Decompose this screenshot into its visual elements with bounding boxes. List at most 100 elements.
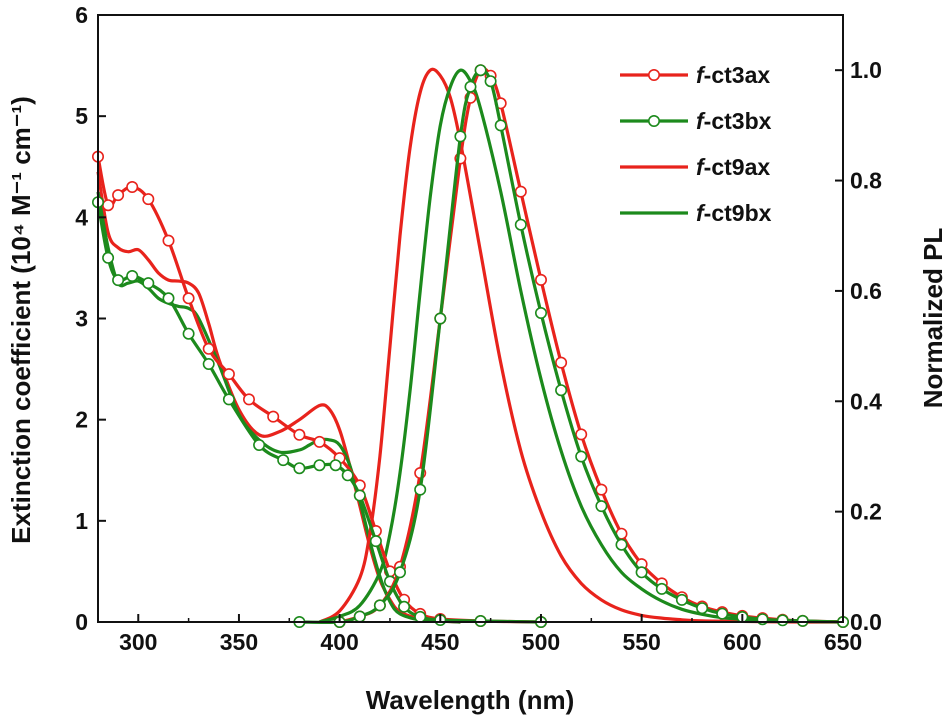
series-f-ct3ax-absorption-marker	[313, 435, 326, 448]
legend-marker	[647, 115, 660, 128]
series-f-ct3ax-pl-marker	[595, 483, 608, 496]
left-y-tick-label: 4	[75, 204, 88, 230]
left-y-tick-label: 5	[75, 103, 88, 129]
legend-label-prefix: f	[696, 108, 706, 134]
series-f-ct3bx-absorption-marker	[202, 357, 215, 370]
legend-label-name: -ct9bx	[704, 200, 772, 226]
right-y-tick-label: 1.0	[850, 57, 882, 83]
right-y-tick-label: 0.0	[850, 609, 882, 635]
left-y-axis-title: Extinction coefficient (10⁴ M⁻¹ cm⁻¹)	[6, 96, 36, 544]
x-tick-label: 650	[824, 629, 862, 655]
series-f-ct3bx-pl-marker	[484, 75, 497, 88]
series-f-ct3bx-pl-marker	[635, 566, 648, 579]
x-tick-label: 400	[320, 629, 358, 655]
legend-label: f-ct9bx	[696, 200, 772, 226]
series-f-ct3bx-absorption-marker	[414, 610, 427, 623]
series-f-ct3ax-absorption-marker	[202, 342, 215, 355]
plot-frame	[97, 14, 844, 623]
series-f-ct3ax-pl-marker	[575, 428, 588, 441]
legend-label-name: -ct3bx	[704, 108, 772, 134]
series-f-ct3ax-pl-marker	[514, 185, 527, 198]
series-f-ct3bx-absorption-marker	[293, 462, 306, 475]
series-f-ct3bx-absorption-marker	[341, 469, 354, 482]
series-f-ct3bx-pl-marker	[393, 566, 406, 579]
x-axis-title: Wavelength (nm)	[366, 685, 574, 715]
series-f-ct3ax-absorption-marker	[112, 189, 125, 202]
series-f-ct3bx-pl-marker	[696, 602, 709, 615]
left-y-tick-label: 0	[75, 609, 88, 635]
x-tick-label: 600	[723, 629, 761, 655]
legend-label-prefix: f	[696, 62, 706, 88]
series-f-ct3bx-absorption-marker	[142, 277, 155, 290]
legend-label-name: -ct9ax	[704, 154, 771, 180]
series-f-ct3bx-pl-marker	[776, 614, 789, 627]
right-y-tick-label: 0.4	[850, 388, 882, 414]
series-f-ct3bx-absorption-marker	[182, 327, 195, 340]
series-f-ct3bx-pl-marker	[353, 610, 366, 623]
series-f-ct3ax-absorption-marker	[267, 410, 280, 423]
series-f-ct3bx-absorption-line	[96, 201, 542, 624]
series-f-ct3bx-absorption-marker	[102, 251, 115, 264]
right-y-tick-label: 0.6	[850, 278, 882, 304]
series-f-ct3bx-pl-marker	[595, 500, 608, 513]
x-tick-label: 550	[622, 629, 660, 655]
series-f-ct3ax-absorption-marker	[102, 199, 115, 212]
x-tick-label: 300	[119, 629, 157, 655]
right-y-tick-label: 0.2	[850, 499, 882, 525]
left-y-tick-label: 3	[75, 306, 88, 332]
series-f-ct3ax-absorption-marker	[182, 292, 195, 305]
series-f-ct3bx-pl-marker	[655, 582, 668, 595]
series-f-ct3bx-absorption-marker	[398, 600, 411, 613]
series-f-ct3bx-pl-marker	[615, 538, 628, 551]
series-f-ct3ax-absorption-marker	[126, 181, 139, 194]
series-f-ct3bx-pl-marker	[373, 599, 386, 612]
legend-marker	[647, 69, 660, 82]
series-f-ct3ax-absorption-marker	[222, 368, 235, 381]
left-y-tick-label: 2	[75, 407, 88, 433]
series-f-ct3bx-pl-marker	[474, 64, 487, 77]
series-f-ct9bx-pl-line	[319, 68, 844, 624]
series-f-ct3bx-pl-marker	[464, 80, 477, 93]
series-f-ct3bx-absorption-marker	[162, 292, 175, 305]
series-f-ct3bx-pl-marker	[454, 130, 467, 143]
legend-label: f-ct3bx	[696, 108, 772, 134]
axes: 300 350 400 450 500 550 600 650 0 1 2 3 4 5 6 0.0 0.2 0.4…	[75, 2, 882, 655]
series-f-ct3ax-absorption-marker	[293, 428, 306, 441]
series-layer	[92, 64, 849, 628]
x-tick-label: 450	[421, 629, 459, 655]
legend-label-prefix: f	[696, 154, 706, 180]
series-f-ct3ax-absorption-marker	[243, 393, 256, 406]
series-f-ct3bx-absorption-marker	[222, 393, 235, 406]
series-f-ct3bx-absorption-marker	[313, 459, 326, 472]
series-f-ct3bx-pl-marker	[716, 607, 729, 620]
series-f-ct3bx-absorption-marker	[112, 274, 125, 287]
series-f-ct3bx-absorption-marker	[253, 438, 266, 451]
series-f-ct9ax-pl-line	[318, 67, 844, 624]
legend-label-name: -ct3ax	[704, 62, 771, 88]
series-f-ct3bx-absorption-marker	[126, 269, 139, 282]
series-f-ct3ax-absorption-marker	[142, 193, 155, 206]
series-f-ct3bx-absorption-marker	[277, 454, 290, 467]
left-y-tick-label: 1	[75, 508, 88, 534]
series-f-ct3ax-absorption-marker	[162, 234, 175, 247]
series-f-ct3bx-pl-marker	[534, 306, 547, 319]
right-y-axis-title: Normalized PL	[918, 228, 948, 409]
series-f-ct3ax-pl-marker	[534, 273, 547, 286]
series-f-ct3bx-pl-marker	[555, 384, 568, 397]
x-tick-label: 350	[220, 629, 258, 655]
series-f-ct3bx-absorption-marker	[369, 535, 382, 548]
series-f-ct3bx-pl-marker	[796, 614, 809, 627]
series-f-ct3bx-pl-marker	[575, 450, 588, 463]
left-y-tick-label: 6	[75, 2, 88, 28]
series-f-ct3ax-absorption-line	[96, 156, 542, 624]
series-f-ct3bx-absorption-marker	[329, 459, 342, 472]
x-tick-label: 500	[522, 629, 560, 655]
series-f-ct3bx-pl-marker	[414, 483, 427, 496]
series-f-ct3bx-pl-marker	[514, 218, 527, 231]
legend-label: f-ct9ax	[696, 154, 770, 180]
series-f-ct3bx-absorption-marker	[353, 489, 366, 502]
series-f-ct3bx-pl-marker	[675, 593, 688, 606]
legend-label: f-ct3ax	[696, 62, 770, 88]
